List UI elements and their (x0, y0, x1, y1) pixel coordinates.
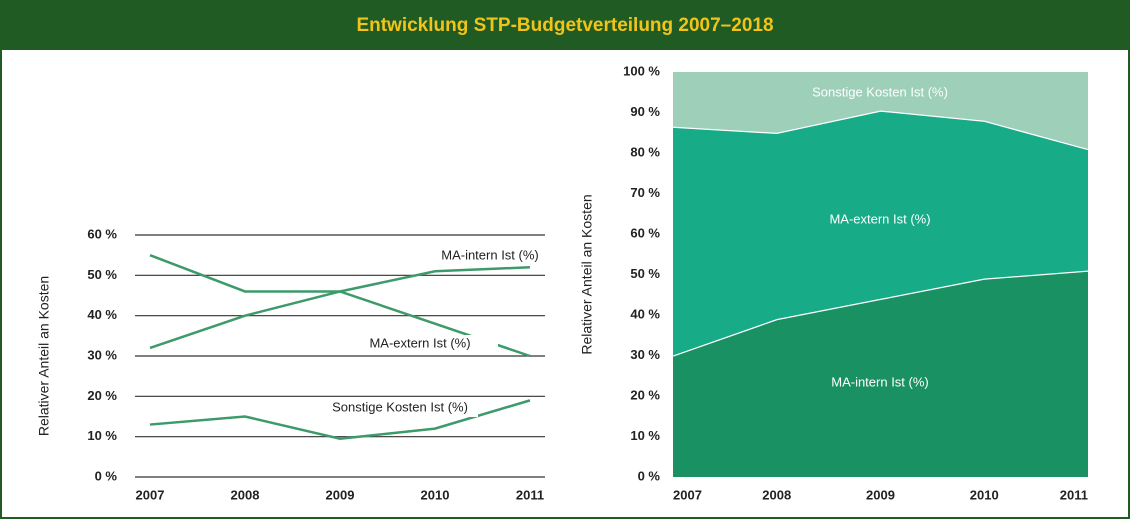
y-axis-label: Relativer Anteil an Kosten (579, 194, 595, 354)
y-tick-label: 10 % (87, 428, 117, 443)
y-tick-label: 80 % (630, 144, 660, 159)
label-bg (342, 335, 498, 353)
x-tick-label: 2007 (136, 487, 165, 502)
x-tick-label: 2010 (421, 487, 450, 502)
y-tick-label: 20 % (630, 387, 660, 402)
y-tick-label: 30 % (630, 347, 660, 362)
y-tick-label: 70 % (630, 185, 660, 200)
label-bg (322, 399, 478, 417)
area (673, 270, 1088, 477)
y-tick-label: 0 % (638, 468, 661, 483)
x-tick-label: 2009 (866, 487, 895, 502)
line (149, 399, 531, 440)
series-label: Sonstige Kosten Ist (%) (812, 84, 948, 99)
x-tick-label: 2011 (1060, 487, 1088, 502)
x-tick-label: 2007 (673, 487, 702, 502)
y-tick-label: 40 % (87, 307, 117, 322)
y-tick-label: 10 % (630, 428, 660, 443)
y-tick-label: 60 % (630, 225, 660, 240)
x-tick-label: 2011 (516, 487, 544, 502)
y-tick-label: 50 % (630, 266, 660, 281)
y-tick-label: 20 % (87, 388, 117, 403)
y-tick-label: 60 % (87, 226, 117, 241)
y-tick-label: 90 % (630, 104, 660, 119)
x-tick-label: 2009 (326, 487, 355, 502)
series-label: MA-intern Ist (%) (441, 247, 539, 262)
title: Entwicklung STP-Budgetverteilung 2007–20… (356, 15, 773, 36)
area (673, 72, 1088, 149)
series-label: MA-intern Ist (%) (831, 374, 929, 389)
series-label: Sonstige Kosten Ist (%) (332, 399, 468, 414)
y-axis-label: Relativer Anteil an Kosten (36, 276, 52, 436)
y-tick-label: 40 % (630, 306, 660, 321)
label-bg (412, 247, 568, 265)
x-tick-label: 2008 (762, 487, 791, 502)
x-tick-label: 2010 (970, 487, 999, 502)
banner (0, 0, 1130, 50)
area (673, 110, 1088, 356)
y-tick-label: 30 % (87, 347, 117, 362)
y-tick-label: 50 % (87, 267, 117, 282)
series-label: MA-extern Ist (%) (829, 211, 930, 226)
series-label: MA-extern Ist (%) (369, 335, 470, 350)
y-tick-label: 100 % (623, 63, 660, 78)
y-tick-label: 0 % (95, 468, 118, 483)
x-tick-label: 2008 (231, 487, 260, 502)
line (149, 253, 531, 358)
